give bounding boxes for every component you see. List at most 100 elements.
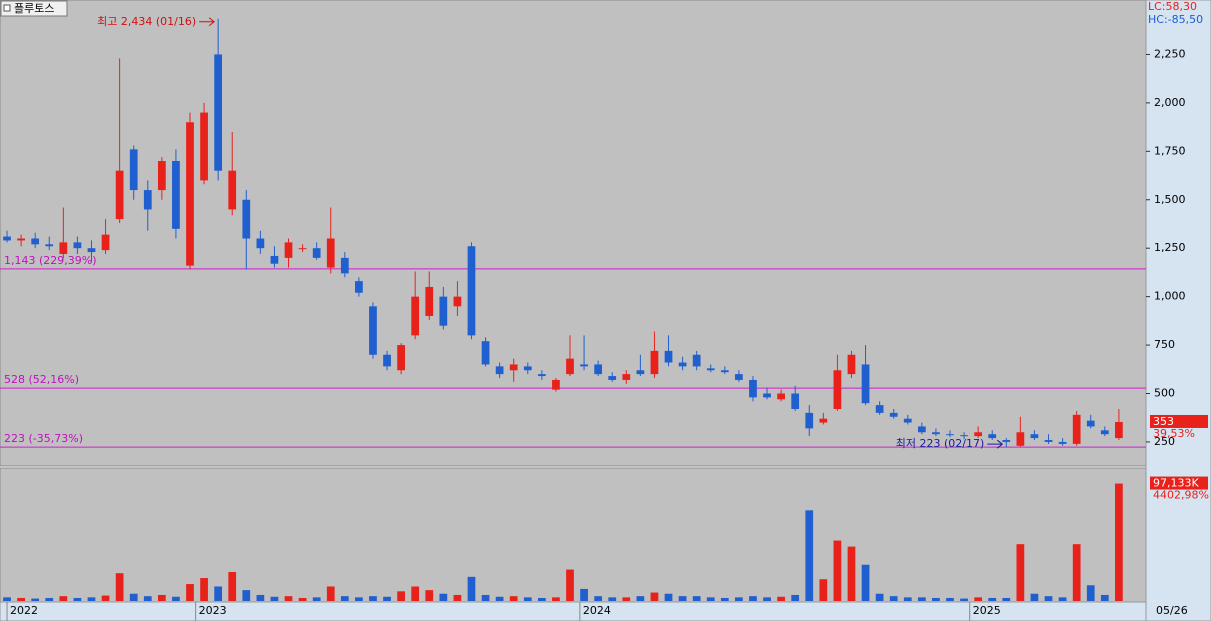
volume-bar: [833, 540, 842, 601]
volume-bar: [678, 596, 687, 601]
volume-bar: [495, 596, 504, 601]
candle-body: [467, 246, 476, 336]
candle-body: [735, 374, 743, 380]
candle-body: [383, 354, 391, 367]
candle-body: [1016, 432, 1025, 446]
last-date: 05/26: [1156, 604, 1188, 617]
candle-body: [87, 248, 96, 253]
y-tick-label: 2,000: [1154, 96, 1186, 109]
candle-body: [411, 296, 420, 336]
volume-bar: [523, 597, 532, 601]
y-tick-label: 1,250: [1154, 241, 1186, 254]
volume-bar: [31, 598, 40, 601]
candle-body: [3, 236, 11, 241]
candle-body: [706, 368, 715, 371]
candle-body: [537, 374, 546, 377]
candle-body: [974, 432, 983, 437]
candle-body: [59, 242, 68, 255]
volume-bar: [1072, 544, 1081, 601]
volume-bar: [1016, 544, 1025, 601]
candle-body: [903, 418, 912, 423]
candle-body: [143, 190, 152, 210]
candle-body: [1030, 434, 1039, 439]
volume-bar: [608, 597, 617, 601]
candle-body: [355, 281, 363, 293]
candle-body: [594, 364, 603, 375]
y-tick-label: 500: [1154, 387, 1175, 400]
volume-bar: [622, 597, 631, 601]
volume-bar: [242, 590, 251, 601]
candle-body: [17, 238, 25, 241]
last-price-badge: [1150, 414, 1208, 428]
volume-bar: [566, 569, 574, 601]
y-tick-label: 250: [1154, 435, 1175, 448]
h-line-label: 223 (-35,73%): [4, 432, 83, 445]
volume-bar: [340, 596, 349, 601]
volume-bar: [861, 564, 870, 601]
candle-body: [692, 354, 701, 367]
volume-bar: [101, 595, 110, 601]
candle-body: [861, 364, 870, 404]
volume-bar: [650, 592, 659, 601]
price-pane: [0, 0, 1147, 467]
last-volume-badge: [1150, 476, 1208, 490]
candle-body: [847, 354, 856, 375]
candle-body: [270, 255, 279, 264]
x-axis: [0, 601, 1147, 621]
last-volume-change: 4402,98%: [1153, 489, 1209, 502]
candle-body: [369, 306, 377, 355]
candle-body: [495, 366, 504, 375]
volume-bar: [889, 596, 898, 601]
volume-bar: [157, 594, 166, 601]
candle-body: [664, 350, 673, 363]
candle-body: [439, 296, 448, 326]
change-label: 39,53%: [1153, 427, 1195, 440]
volume-bar: [903, 597, 912, 601]
volume-bar: [875, 593, 884, 601]
volume-bar: [172, 596, 180, 601]
candle-body: [960, 435, 968, 437]
volume-bar: [17, 597, 25, 601]
y-tick-label: 1,000: [1154, 290, 1186, 303]
h-line-label: 1,143 (229,39%): [4, 254, 97, 267]
candle-body: [242, 199, 251, 239]
candle-body: [805, 412, 814, 429]
candle-body: [340, 257, 349, 274]
volume-bar: [284, 596, 293, 601]
volume-bar: [636, 596, 645, 601]
x-tick-label: 2022: [10, 604, 38, 617]
volume-bar: [763, 597, 771, 601]
volume-bar: [960, 598, 968, 601]
volume-bar: [777, 596, 785, 601]
title-box: [0, 0, 68, 17]
y-tick-label: 750: [1154, 338, 1175, 351]
volume-bar: [73, 597, 82, 601]
candle-body: [509, 364, 518, 371]
candle-body: [200, 112, 208, 181]
volume-bar: [425, 590, 434, 601]
candle-body: [932, 432, 940, 435]
lc-label: LC:58,30: [1148, 0, 1197, 13]
volume-bar: [749, 596, 757, 601]
volume-bar: [537, 597, 546, 601]
y-tick-label: 2,250: [1154, 47, 1186, 60]
volume-bar: [87, 597, 96, 601]
candle-body: [256, 238, 265, 249]
volume-bar: [819, 579, 828, 601]
candle-body: [1044, 440, 1053, 442]
volume-bar: [1086, 585, 1095, 601]
volume-bar: [397, 591, 405, 601]
candle-body: [312, 248, 321, 258]
last-volume: 97,133K: [1153, 477, 1199, 490]
candle-body: [636, 370, 645, 375]
candle-body: [115, 170, 124, 220]
volume-bar: [228, 571, 237, 601]
candle-body: [101, 234, 110, 251]
candle-body: [552, 379, 560, 390]
candle-body: [397, 345, 405, 371]
volume-bar: [594, 596, 603, 601]
volume-bar: [692, 596, 701, 601]
candle-body: [622, 374, 631, 380]
high-annotation: 최고 2,434 (01/16): [97, 15, 196, 28]
volume-bar: [312, 597, 321, 601]
